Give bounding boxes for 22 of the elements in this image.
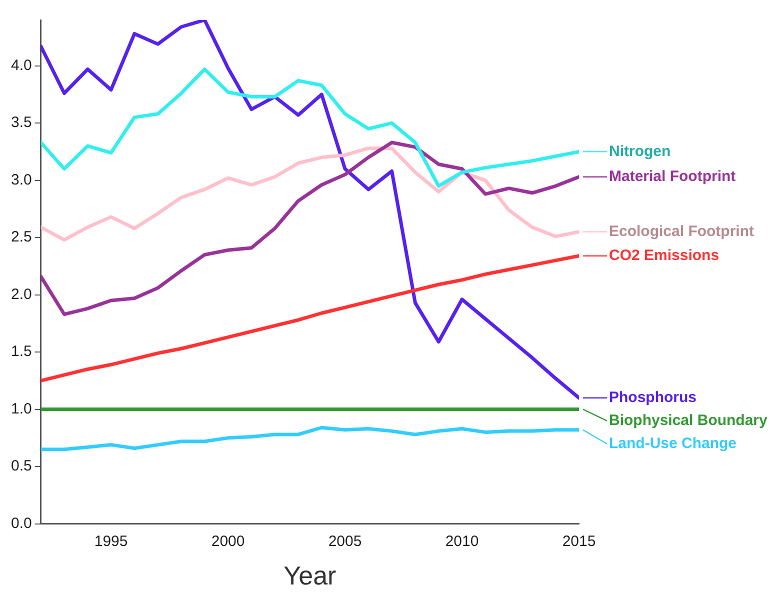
y-tick-label: 4.0 bbox=[10, 56, 32, 74]
legend-label: Ecological Footprint bbox=[609, 222, 754, 240]
x-tick-label: 2015 bbox=[562, 532, 596, 550]
x-tick-label: 2000 bbox=[211, 532, 245, 550]
y-tick-label: 3.5 bbox=[10, 114, 32, 132]
y-tick-label: 2.5 bbox=[10, 228, 32, 246]
legend-label: Phosphorus bbox=[609, 388, 697, 406]
x-tick-label: 2010 bbox=[445, 532, 479, 550]
y-tick-label: 0.0 bbox=[10, 514, 32, 532]
x-axis-title: Year bbox=[284, 560, 337, 591]
legend-label: Land-Use Change bbox=[609, 434, 737, 452]
y-tick-label: 3.0 bbox=[10, 171, 32, 188]
y-tick-label: 2.0 bbox=[10, 286, 32, 303]
y-tick-label: 1.5 bbox=[10, 343, 32, 360]
legend-label: Nitrogen bbox=[609, 142, 671, 160]
x-tick-label: 2005 bbox=[328, 532, 362, 550]
legend-label: Material Footprint bbox=[609, 168, 736, 186]
y-tick-label: 0.5 bbox=[10, 458, 32, 475]
y-tick-label: 1.0 bbox=[10, 400, 32, 418]
legend-label: Biophysical Boundary bbox=[609, 412, 768, 429]
legend-label: CO2 Emissions bbox=[609, 247, 720, 264]
x-tick-label: 1995 bbox=[94, 532, 128, 550]
